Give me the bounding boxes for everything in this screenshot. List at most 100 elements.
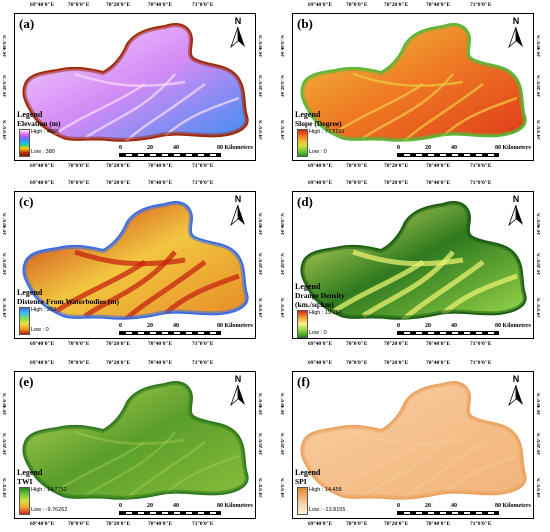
legend-layer-name: TWI bbox=[17, 477, 33, 486]
latitude-tick-label: 34°40'0"N bbox=[537, 213, 542, 236]
latitude-tick-label: 34°40'0"N bbox=[259, 213, 264, 236]
longitude-tick-label: 69°40'0"E bbox=[30, 341, 55, 347]
map-panel-e: 69°40'0"E 69°40'0"E 70°0'0"E 70°0'0"E 70°20'… bbox=[0, 358, 270, 528]
scale-bar-label: 20 bbox=[147, 323, 153, 329]
scale-bar-graphic bbox=[397, 511, 499, 515]
map-panel-a: 69°40'0"E 69°40'0"E 70°0'0"E 70°0'0"E 70°20'… bbox=[0, 0, 270, 170]
legend-layer-name: SPI bbox=[295, 477, 307, 486]
scale-bar-label: 20 bbox=[425, 323, 431, 329]
panel-label: (d) bbox=[297, 194, 313, 209]
scale-bar-label: 80 Kilometers bbox=[495, 145, 531, 151]
legend-high-value: High : 14.458 bbox=[309, 487, 342, 493]
longitude-tick-label: 70°0'0"E bbox=[68, 163, 90, 169]
legend-title: Legend bbox=[17, 288, 43, 297]
longitude-tick-label: 70°40'0"E bbox=[426, 521, 451, 527]
legend-layer-name: Slope (Degree) bbox=[295, 119, 342, 128]
study-area-map bbox=[300, 23, 527, 142]
study-area-map bbox=[300, 381, 527, 500]
map-panel-b: 69°40'0"E 69°40'0"E 70°0'0"E 70°0'0"E 70°20'… bbox=[278, 0, 548, 170]
map-legend: Legend SPI High : 14.458 Low : -13.8155 bbox=[295, 468, 345, 515]
latitude-tick-label: 34°0'0"N bbox=[3, 120, 8, 140]
latitude-tick-label: 34°20'0"N bbox=[537, 433, 542, 456]
latitude-tick-label: 34°20'0"N bbox=[259, 433, 264, 456]
study-area-surface bbox=[300, 381, 527, 500]
scale-bar-label: 80 Kilometers bbox=[217, 145, 253, 151]
map-legend: Legend TWI High : 14.7752 Low : -9.76262 bbox=[17, 468, 67, 515]
study-area-map bbox=[300, 201, 527, 320]
legend-color-ramp bbox=[19, 487, 30, 515]
longitude-tick-label: 70°40'0"E bbox=[148, 341, 173, 347]
latitude-tick-label: 34°0'0"N bbox=[537, 478, 542, 498]
longitude-tick-label: 69°40'0"E bbox=[308, 521, 333, 527]
study-area-map bbox=[22, 23, 249, 142]
latitude-tick-label: 34°20'0"N bbox=[537, 253, 542, 276]
legend-title: Legend bbox=[295, 468, 321, 477]
longitude-tick-label: 70°0'0"E bbox=[68, 2, 90, 8]
longitude-tick-label: 70°20'0"E bbox=[106, 360, 131, 366]
latitude-tick-label: 34°20'0"N bbox=[281, 253, 286, 276]
longitude-tick-label: 70°0'0"E bbox=[346, 341, 368, 347]
north-arrow-label: N bbox=[512, 194, 520, 204]
latitude-tick-label: 34°40'0"N bbox=[281, 393, 286, 416]
panel-label: (b) bbox=[297, 16, 313, 31]
legend-low-value: Low : 0 bbox=[31, 327, 49, 333]
north-arrow-icon bbox=[230, 384, 245, 406]
latitude-tick-label: 34°20'0"N bbox=[3, 433, 8, 456]
latitude-tick-label: 34°0'0"N bbox=[259, 478, 264, 498]
longitude-tick-label: 70°20'0"E bbox=[384, 360, 409, 366]
scale-bar-label: 20 bbox=[147, 503, 153, 509]
latitude-tick-label: 34°40'0"N bbox=[537, 393, 542, 416]
north-arrow: N bbox=[505, 16, 527, 48]
scale-bar-label: 0 bbox=[397, 503, 400, 509]
latitude-tick-label: 34°40'0"N bbox=[259, 393, 264, 416]
scale-bar-label: 80 Kilometers bbox=[495, 323, 531, 329]
longitude-tick-label: 70°40'0"E bbox=[148, 163, 173, 169]
latitude-tick-label: 34°20'0"N bbox=[259, 253, 264, 276]
scale-bar-label: 0 bbox=[119, 503, 122, 509]
scale-bar-label: 40 bbox=[173, 323, 179, 329]
longitude-tick-label: 70°0'0"E bbox=[346, 163, 368, 169]
longitude-tick-label: 71°0'0"E bbox=[470, 521, 492, 527]
north-arrow: N bbox=[505, 194, 527, 226]
panel-label: (c) bbox=[19, 194, 34, 209]
latitude-tick-label: 34°0'0"N bbox=[259, 298, 264, 318]
legend-low-value: Low : -13.8155 bbox=[309, 507, 346, 513]
longitude-tick-label: 69°40'0"E bbox=[308, 180, 333, 186]
longitude-tick-label: 71°0'0"E bbox=[470, 360, 492, 366]
longitude-tick-label: 70°20'0"E bbox=[106, 341, 131, 347]
longitude-tick-label: 70°20'0"E bbox=[384, 341, 409, 347]
longitude-tick-label: 71°0'0"E bbox=[192, 360, 214, 366]
map-panel-c: 69°40'0"E 69°40'0"E 70°0'0"E 70°0'0"E 70°20'… bbox=[0, 178, 270, 348]
longitude-tick-label: 71°0'0"E bbox=[192, 180, 214, 186]
latitude-tick-label: 34°0'0"N bbox=[259, 120, 264, 140]
scale-bar-label: 0 bbox=[119, 145, 122, 151]
map-frame: (a) N Legend Elevation (m) High : 4666 Low : … bbox=[14, 13, 256, 161]
map-frame: (c) N Legend Distence From Waterbodies (m) H… bbox=[14, 191, 256, 339]
longitude-tick-label: 70°0'0"E bbox=[346, 2, 368, 8]
longitude-tick-label: 69°40'0"E bbox=[308, 2, 333, 8]
scale-bar-label: 40 bbox=[173, 503, 179, 509]
north-arrow-icon bbox=[508, 26, 523, 48]
scale-bar-label: 20 bbox=[147, 145, 153, 151]
legend-layer-name: Elevation (m) bbox=[17, 119, 61, 128]
north-arrow-icon bbox=[230, 204, 245, 226]
longitude-tick-label: 70°40'0"E bbox=[148, 521, 173, 527]
longitude-tick-label: 70°0'0"E bbox=[68, 180, 90, 186]
latitude-tick-label: 34°40'0"N bbox=[281, 35, 286, 58]
legend-high-value: High : 14.7752 bbox=[31, 487, 67, 493]
map-legend: Legend Elevation (m) High : 4666 Low : 380 bbox=[17, 110, 61, 157]
scale-bar: 0 20 40 80 Kilometers bbox=[119, 503, 253, 519]
longitude-tick-label: 70°40'0"E bbox=[426, 163, 451, 169]
latitude-tick-label: 34°20'0"N bbox=[3, 253, 8, 276]
longitude-tick-label: 70°40'0"E bbox=[148, 360, 173, 366]
north-arrow-label: N bbox=[234, 374, 242, 384]
scale-bar-label: 40 bbox=[451, 145, 457, 151]
legend-low-value: Low : 0 bbox=[309, 330, 327, 336]
latitude-tick-label: 34°40'0"N bbox=[281, 213, 286, 236]
longitude-tick-label: 71°0'0"E bbox=[192, 2, 214, 8]
north-arrow-icon bbox=[508, 384, 523, 406]
longitude-tick-label: 70°40'0"E bbox=[426, 360, 451, 366]
latitude-tick-label: 34°0'0"N bbox=[537, 298, 542, 318]
latitude-tick-label: 34°20'0"N bbox=[259, 75, 264, 98]
north-arrow: N bbox=[505, 374, 527, 406]
